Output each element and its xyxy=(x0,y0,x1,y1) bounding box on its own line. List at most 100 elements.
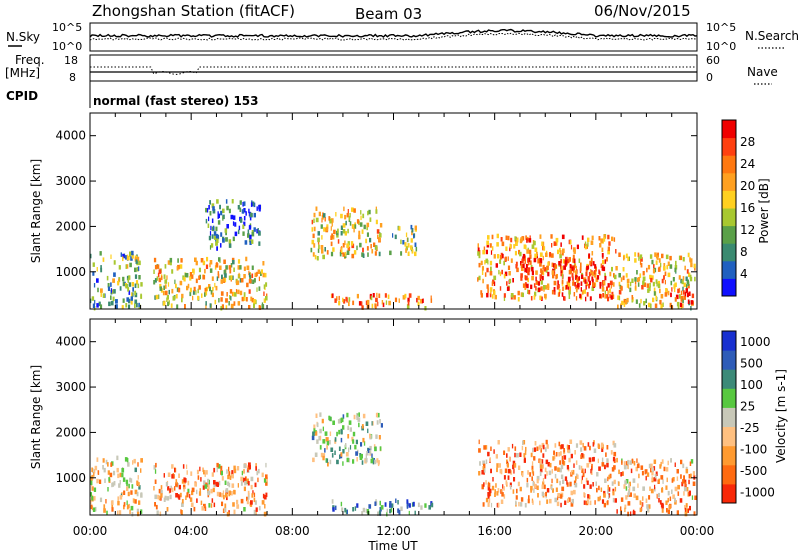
echo-cell xyxy=(338,300,341,306)
echo-cell xyxy=(193,506,196,512)
echo-cell xyxy=(667,509,670,514)
echo-cell xyxy=(217,211,219,216)
echo-cell xyxy=(564,296,566,301)
echo-cell xyxy=(518,249,521,255)
echo-cell xyxy=(220,306,223,311)
echo-cell xyxy=(203,503,206,509)
echo-cell xyxy=(497,440,500,445)
echo-cell xyxy=(356,503,359,508)
echo-cell xyxy=(234,468,237,474)
echo-cell xyxy=(361,424,364,429)
echo-cell xyxy=(482,466,485,471)
echo-cell xyxy=(167,472,171,477)
echo-cell xyxy=(558,441,561,447)
echo-cell xyxy=(338,295,340,301)
echo-cell xyxy=(350,241,354,246)
echo-cell xyxy=(592,282,595,287)
echo-cell xyxy=(592,457,595,462)
echo-cell xyxy=(199,466,201,472)
echo-cell xyxy=(497,502,500,508)
echo-cell xyxy=(633,461,636,466)
echo-cell xyxy=(552,456,555,461)
echo-cell xyxy=(650,467,652,473)
echo-cell xyxy=(687,281,690,286)
echo-cell xyxy=(589,296,592,301)
echo-cell xyxy=(240,498,244,504)
echo-cell xyxy=(660,475,664,480)
echo-cell xyxy=(625,486,628,491)
echo-cell xyxy=(487,288,489,293)
echo-cell xyxy=(400,239,402,245)
echo-cell xyxy=(208,503,211,508)
echo-cell xyxy=(411,228,414,233)
echo-cell xyxy=(672,477,675,482)
echo-cell xyxy=(342,449,345,454)
echo-cell xyxy=(134,274,138,279)
echo-cell xyxy=(597,458,599,464)
echo-cell xyxy=(599,281,602,287)
echo-cell xyxy=(642,486,645,491)
echo-cell xyxy=(603,234,606,239)
colorbar-tick-label: 8 xyxy=(740,245,748,259)
echo-cell xyxy=(228,239,232,244)
echo-cell xyxy=(478,262,481,268)
echo-cell xyxy=(354,444,357,450)
echo-cell xyxy=(384,502,387,507)
echo-cell xyxy=(611,236,614,242)
echo-cell xyxy=(378,251,381,257)
echo-cell xyxy=(661,278,664,284)
echo-cell xyxy=(348,297,351,302)
echo-cell xyxy=(203,469,205,475)
echo-cell xyxy=(690,262,693,268)
echo-cell xyxy=(138,500,141,505)
echo-cell xyxy=(575,265,577,271)
echo-cell xyxy=(539,234,542,239)
echo-cell xyxy=(662,479,664,484)
echo-cell xyxy=(316,422,319,428)
echo-cell xyxy=(557,467,560,472)
echo-cell xyxy=(209,268,213,273)
echo-cell xyxy=(640,298,642,304)
echo-cell xyxy=(351,243,355,249)
echo-cell xyxy=(657,280,660,286)
echo-cell xyxy=(347,209,349,214)
echo-cell xyxy=(258,305,261,310)
echo-cell xyxy=(587,276,590,281)
echo-cell xyxy=(618,273,621,278)
echo-cell xyxy=(242,231,245,236)
echo-cell xyxy=(248,208,250,214)
echo-cell xyxy=(543,246,546,251)
echo-cell xyxy=(587,494,590,499)
echo-cell xyxy=(133,458,136,464)
echo-cell xyxy=(198,275,200,280)
echo-cell xyxy=(237,301,241,306)
echo-cell xyxy=(484,260,486,265)
echo-cell xyxy=(112,482,115,487)
echo-cell xyxy=(584,244,587,250)
echo-cell xyxy=(256,228,259,234)
echo-cell xyxy=(543,285,546,290)
echo-cell xyxy=(164,284,167,289)
echo-cell xyxy=(318,244,320,250)
echo-cell xyxy=(643,301,646,306)
echo-cell xyxy=(430,295,432,300)
echo-cell xyxy=(232,221,235,226)
echo-cell xyxy=(337,228,339,234)
echo-cell xyxy=(373,242,376,247)
echo-cell xyxy=(535,270,538,275)
echo-cell xyxy=(517,297,520,302)
echo-cell xyxy=(154,502,156,507)
echo-cell xyxy=(262,493,265,499)
echo-cell xyxy=(398,226,401,231)
echo-cell xyxy=(515,261,518,267)
echo-cell xyxy=(134,489,138,495)
echo-cell xyxy=(337,419,341,424)
echo-cell xyxy=(118,483,121,488)
echo-cell xyxy=(327,462,329,467)
echo-cell xyxy=(248,464,251,470)
echo-cell xyxy=(606,294,609,299)
echo-cell xyxy=(424,503,427,508)
echo-cell xyxy=(237,289,240,295)
echo-cell xyxy=(676,301,680,307)
echo-cell xyxy=(216,467,218,473)
